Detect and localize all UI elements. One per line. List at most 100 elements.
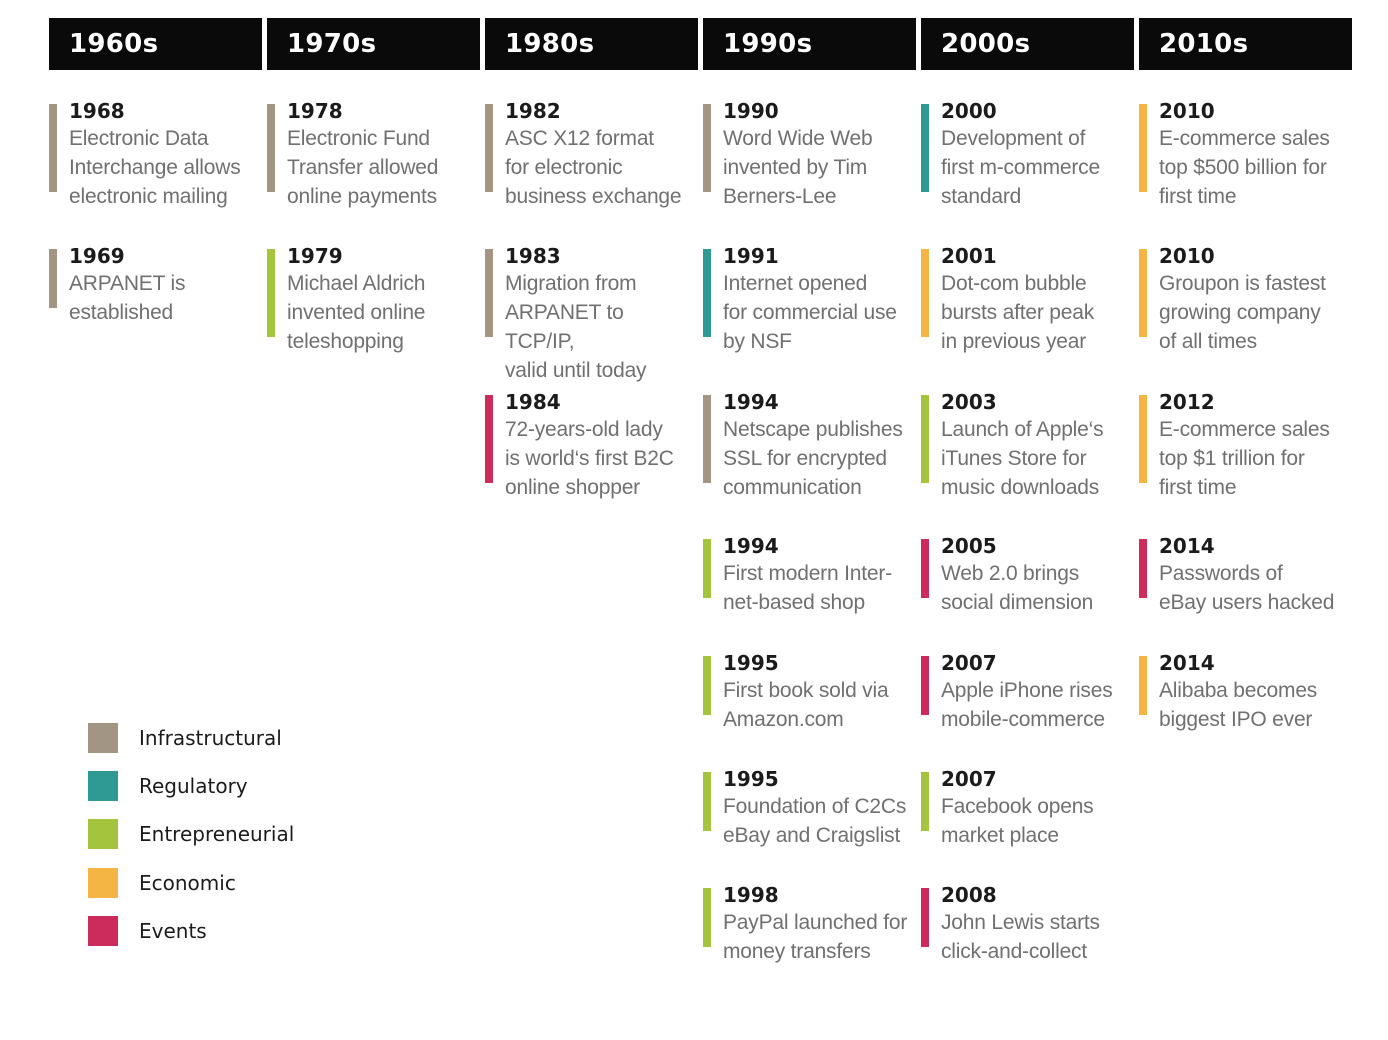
category-bar: [267, 104, 275, 192]
entry-year: 1968: [69, 99, 125, 123]
timeline-entry: 1994 First modern Inter- net-based shop: [703, 534, 913, 614]
category-bar: [703, 395, 711, 483]
legend-label: Regulatory: [139, 774, 248, 798]
legend-swatch: [88, 868, 118, 898]
category-bar: [703, 888, 711, 947]
entry-year: 1983: [505, 244, 561, 268]
decade-header-1980s: 1980s: [485, 18, 698, 70]
timeline-entry: 1991 Internet opened for commercial use b…: [703, 244, 913, 353]
entry-description: Internet opened for commercial use by NS…: [723, 272, 897, 353]
entry-year: 1978: [287, 99, 343, 123]
entry-year: 2012: [1159, 390, 1215, 414]
entry-description: Passwords of eBay users hacked: [1159, 562, 1335, 614]
category-bar: [49, 104, 57, 192]
entry-description: Netscape publishes SSL for encrypted com…: [723, 418, 903, 499]
category-bar: [703, 104, 711, 192]
entry-year: 2010: [1159, 99, 1215, 123]
entry-description: Foundation of C2Cs eBay and Craigslist: [723, 795, 907, 847]
timeline-entry: 1995 Foundation of C2Cs eBay and Craigsli…: [703, 767, 913, 847]
timeline-entry: 1995 First book sold via Amazon.com: [703, 651, 913, 731]
entry-year: 1990: [723, 99, 779, 123]
entry-description: ASC X12 format for electronic business e…: [505, 127, 682, 208]
entry-description: Word Wide Web invented by Tim Berners-Le…: [723, 127, 873, 208]
timeline-entry: 1969 ARPANET is established: [49, 244, 259, 324]
decade-header-2010s: 2010s: [1139, 18, 1352, 70]
timeline-entry: 2003 Launch of Apple‘s iTunes Store for m…: [921, 390, 1131, 499]
category-bar: [921, 888, 929, 947]
legend-swatch: [88, 916, 118, 946]
timeline-entry: 1968 Electronic Data Interchange allows e…: [49, 99, 259, 208]
entry-year: 2000: [941, 99, 997, 123]
category-bar: [703, 539, 711, 598]
category-bar: [485, 395, 493, 483]
entry-description: Electronic Data Interchange allows elect…: [69, 127, 241, 208]
entry-year: 2007: [941, 651, 997, 675]
category-bar: [1139, 656, 1147, 715]
timeline-entry: 1978 Electronic Fund Transfer allowed onl…: [267, 99, 477, 208]
timeline-entry: 1982 ASC X12 format for electronic busine…: [485, 99, 695, 208]
entry-year: 1994: [723, 534, 779, 558]
entry-description: Development of first m-commerce standard: [941, 127, 1100, 208]
category-bar: [703, 249, 711, 337]
entry-description: First modern Inter- net-based shop: [723, 562, 892, 614]
entry-description: Web 2.0 brings social dimension: [941, 562, 1094, 614]
entry-description: Dot-com bubble bursts after peak in prev…: [941, 272, 1095, 353]
timeline-entry: 2008 John Lewis starts click-and-collect: [921, 883, 1131, 963]
entry-year: 2003: [941, 390, 997, 414]
timeline-entry: 2010 E-commerce sales top $500 billion fo…: [1139, 99, 1349, 208]
category-bar: [1139, 539, 1147, 598]
entry-year: 1991: [723, 244, 779, 268]
entry-year: 2001: [941, 244, 997, 268]
timeline-entry: 1990 Word Wide Web invented by Tim Berner…: [703, 99, 913, 208]
decade-header-1990s: 1990s: [703, 18, 916, 70]
entry-year: 2014: [1159, 651, 1215, 675]
timeline-entry: 2012 E-commerce sales top $1 trillion for…: [1139, 390, 1349, 499]
entry-year: 2005: [941, 534, 997, 558]
entry-description: ARPANET is established: [69, 272, 186, 324]
category-bar: [1139, 249, 1147, 337]
category-bar: [485, 249, 493, 337]
category-bar: [921, 772, 929, 831]
legend-swatch: [88, 771, 118, 801]
timeline-entry: 2007 Apple iPhone rises mobile-commerce: [921, 651, 1131, 731]
entry-year: 1979: [287, 244, 343, 268]
entry-description: Alibaba becomes biggest IPO ever: [1159, 679, 1318, 731]
category-bar: [921, 249, 929, 337]
entry-year: 1995: [723, 651, 779, 675]
entry-description: John Lewis starts click-and-collect: [941, 911, 1100, 963]
legend-label: Economic: [139, 871, 236, 895]
entry-year: 2007: [941, 767, 997, 791]
entry-year: 1984: [505, 390, 561, 414]
timeline-entry: 1994 Netscape publishes SSL for encrypted…: [703, 390, 913, 499]
category-bar: [1139, 395, 1147, 483]
entry-description: Launch of Apple‘s iTunes Store for music…: [941, 418, 1104, 499]
legend-swatch: [88, 819, 118, 849]
decade-header-2000s: 2000s: [921, 18, 1134, 70]
timeline-entry: 2014 Alibaba becomes biggest IPO ever: [1139, 651, 1349, 731]
legend-swatch: [88, 723, 118, 753]
entry-description: Michael Aldrich invented online teleshop…: [287, 272, 426, 353]
entry-description: Groupon is fastest growing company of al…: [1159, 272, 1326, 353]
legend-label: Events: [139, 919, 207, 943]
category-bar: [267, 249, 275, 337]
timeline-entry: 1983 Migration from ARPANET to TCP/IP, va…: [485, 244, 695, 382]
entry-year: 1994: [723, 390, 779, 414]
category-bar: [1139, 104, 1147, 192]
legend-label: Entrepreneurial: [139, 822, 295, 846]
category-bar: [921, 395, 929, 483]
entry-description: E-commerce sales top $1 trillion for fir…: [1159, 418, 1330, 499]
entry-year: 1982: [505, 99, 561, 123]
entry-description: PayPal launched for money transfers: [723, 911, 908, 963]
entry-year: 1969: [69, 244, 125, 268]
entry-description: First book sold via Amazon.com: [723, 679, 889, 731]
category-bar: [703, 656, 711, 715]
entry-description: Electronic Fund Transfer allowed online …: [287, 127, 439, 208]
timeline-entry: 2007 Facebook opens market place: [921, 767, 1131, 847]
category-bar: [921, 656, 929, 715]
entry-year: 2010: [1159, 244, 1215, 268]
timeline-entry: 2001 Dot-com bubble bursts after peak in …: [921, 244, 1131, 353]
decade-header-1970s: 1970s: [267, 18, 480, 70]
category-bar: [921, 539, 929, 598]
entry-description: 72-years-old lady is world‘s first B2C o…: [505, 418, 674, 499]
